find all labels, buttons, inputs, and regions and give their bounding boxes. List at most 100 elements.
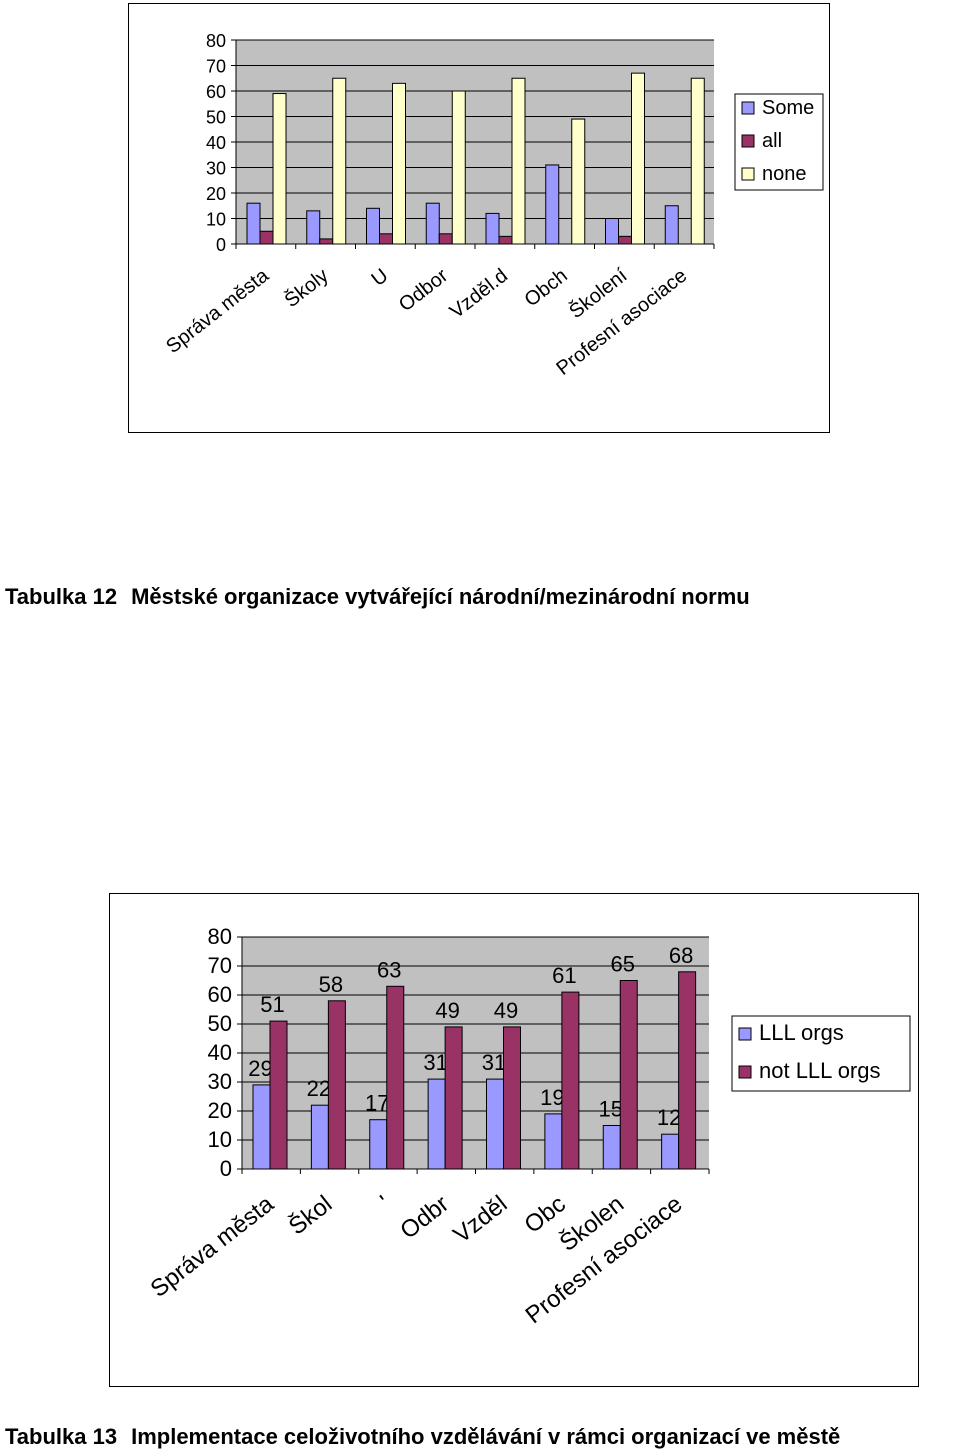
- chart-1-bar: [366, 207, 380, 245]
- chart-2-category-label: Vzděl: [448, 1190, 512, 1248]
- chart-1-bar: [379, 233, 393, 245]
- chart-1-y-tick-label: 70: [206, 57, 226, 77]
- chart-2-legend-swatch: [738, 1065, 752, 1079]
- chart-2-bar: [561, 991, 580, 1170]
- chart-2-bar: [602, 1125, 621, 1170]
- chart-1-bar: [618, 235, 632, 245]
- chart-2-bar: [444, 1026, 463, 1170]
- chart-2-data-label: 29: [248, 1056, 272, 1081]
- chart-1-y-tick-label: 80: [206, 31, 226, 51]
- chart-2-category-label: Správa města: [146, 1190, 280, 1303]
- chart-1-category-label: Vzděl.d: [446, 265, 512, 323]
- chart-2-y-tick-label: 0: [220, 1156, 232, 1181]
- chart-1-y-tick-label: 30: [206, 159, 226, 179]
- chart-2-bar: [486, 1078, 504, 1170]
- chart-2-y-tick-label: 20: [208, 1098, 232, 1123]
- chart-1-y-tick-label: 50: [206, 108, 226, 128]
- chart-1-bar: [272, 93, 287, 245]
- chart-2-data-label: 65: [611, 952, 635, 977]
- chart-1-category-label: Školy: [280, 264, 333, 312]
- chart-1-y-tick-label: 40: [206, 133, 226, 153]
- chart-1-legend-label: Some: [762, 97, 814, 119]
- chart-1-bar: [319, 238, 334, 245]
- chart-2-data-label: 58: [319, 972, 343, 997]
- chart-2-y-tick-label: 10: [208, 1127, 232, 1152]
- chart-2-data-label: 68: [669, 943, 693, 968]
- chart-2-data-label: 61: [552, 963, 576, 988]
- chart-1-bar: [451, 90, 466, 245]
- chart-1-bar: [332, 77, 347, 245]
- chart-2-data-label: 51: [260, 992, 284, 1017]
- chart-1-category-label: Odbor: [395, 264, 453, 316]
- chart-1-bar: [392, 82, 406, 245]
- chart-1-y-tick-label: 60: [206, 82, 226, 102]
- chart-2-legend-label: LLL orgs: [759, 1020, 844, 1045]
- chart-1-bar: [438, 233, 453, 245]
- chart-1-category-label: U: [368, 265, 393, 291]
- chart-2-data-label: 12: [657, 1105, 681, 1130]
- chart-1-category-label: Obch: [520, 265, 571, 312]
- chart-2-bar: [678, 971, 697, 1170]
- chart-1-y-tick-label: 10: [206, 210, 226, 230]
- chart-2-y-tick-label: 40: [208, 1040, 232, 1065]
- chart-2-bar: [310, 1104, 329, 1170]
- chart-2-bar: [427, 1078, 446, 1170]
- chart-2-y-tick-label: 50: [208, 1011, 232, 1036]
- chart-2-bar: [544, 1113, 563, 1170]
- chart-2-data-label: 49: [494, 998, 518, 1023]
- chart-2-category-label: ': [375, 1190, 395, 1214]
- chart-2-frame: 0 10 20 30 40 50 60 70 80 29 22 17 31 31 19 15 12 51 58 63 4…: [109, 893, 919, 1387]
- chart-1-bar: [571, 118, 586, 245]
- chart-2-y-tick-label: 70: [208, 953, 232, 978]
- chart-1-bar: [690, 77, 705, 245]
- chart-2-data-label: 15: [599, 1097, 623, 1122]
- chart-1-bar: [485, 212, 500, 245]
- table-13-caption: Tabulka 13 Implementace celoživotního vzd…: [5, 1424, 854, 1450]
- chart-2-data-label: 19: [540, 1085, 564, 1110]
- chart-1-bar: [664, 205, 679, 245]
- chart-2-y-tick-label: 60: [208, 982, 232, 1007]
- chart-2-data-label: 49: [435, 998, 459, 1023]
- chart-1-bar: [498, 235, 513, 245]
- chart-1-legend-label: none: [762, 163, 807, 185]
- chart-2-data-label: 17: [365, 1091, 389, 1116]
- chart-1-frame: 0 10 20 30 40 50 60 70 80 Správa města Školy U Odbor…: [128, 3, 830, 433]
- chart-1-bar: [545, 164, 560, 245]
- chart-1-y-tick-label: 20: [206, 184, 226, 204]
- chart-1-bar: [631, 72, 645, 245]
- chart-1-bar: [246, 202, 261, 245]
- chart-2-svg: 0 10 20 30 40 50 60 70 80 29 22 17 31 31 19 15 12 51 58 63 4…: [146, 924, 911, 1329]
- chart-2-category-label: Škol: [283, 1190, 337, 1241]
- chart-1-y-tick-label: 0: [216, 235, 226, 255]
- chart-1-legend-swatch: [741, 101, 755, 115]
- chart-2-bar: [269, 1020, 288, 1170]
- chart-2-legend: [731, 1015, 911, 1092]
- chart-1-bar: [306, 210, 321, 245]
- chart-1-legend-label: all: [762, 130, 782, 152]
- chart-1-svg: 0 10 20 30 40 50 60 70 80 Správa města Školy U Odbor…: [162, 31, 824, 380]
- chart-2-data-label: 31: [482, 1050, 506, 1075]
- chart-2-legend-swatch: [738, 1027, 752, 1041]
- chart-2-bar: [386, 985, 405, 1170]
- chart-1-bar: [511, 77, 526, 245]
- chart-2-bar: [252, 1084, 271, 1170]
- chart-1-legend-swatch: [741, 167, 755, 181]
- chart-2-bar: [661, 1133, 680, 1170]
- table-12-caption: Tabulka 12 Městské organizace vytvářející…: [5, 584, 764, 610]
- chart-1-bar: [605, 218, 619, 245]
- chart-2-data-label: 22: [307, 1076, 331, 1101]
- chart-1-category-label: Správa města: [162, 264, 273, 358]
- table-12-title: Městské organizace vytvářející národní/m…: [131, 584, 750, 609]
- chart-2-bar: [369, 1119, 388, 1170]
- chart-1-bar: [259, 230, 274, 245]
- chart-2-data-label: 63: [377, 957, 401, 982]
- table-13-number: Tabulka 13: [5, 1424, 118, 1449]
- chart-2-bar: [503, 1026, 521, 1170]
- chart-2-category-label: Odbr: [395, 1190, 454, 1244]
- chart-2-bar: [327, 1000, 346, 1170]
- chart-2-legend-label: not LLL orgs: [759, 1058, 881, 1083]
- table-12-number: Tabulka 12: [5, 584, 118, 609]
- chart-2-y-tick-label: 30: [208, 1069, 232, 1094]
- chart-2-bar: [619, 980, 638, 1170]
- chart-1-bar: [425, 202, 440, 245]
